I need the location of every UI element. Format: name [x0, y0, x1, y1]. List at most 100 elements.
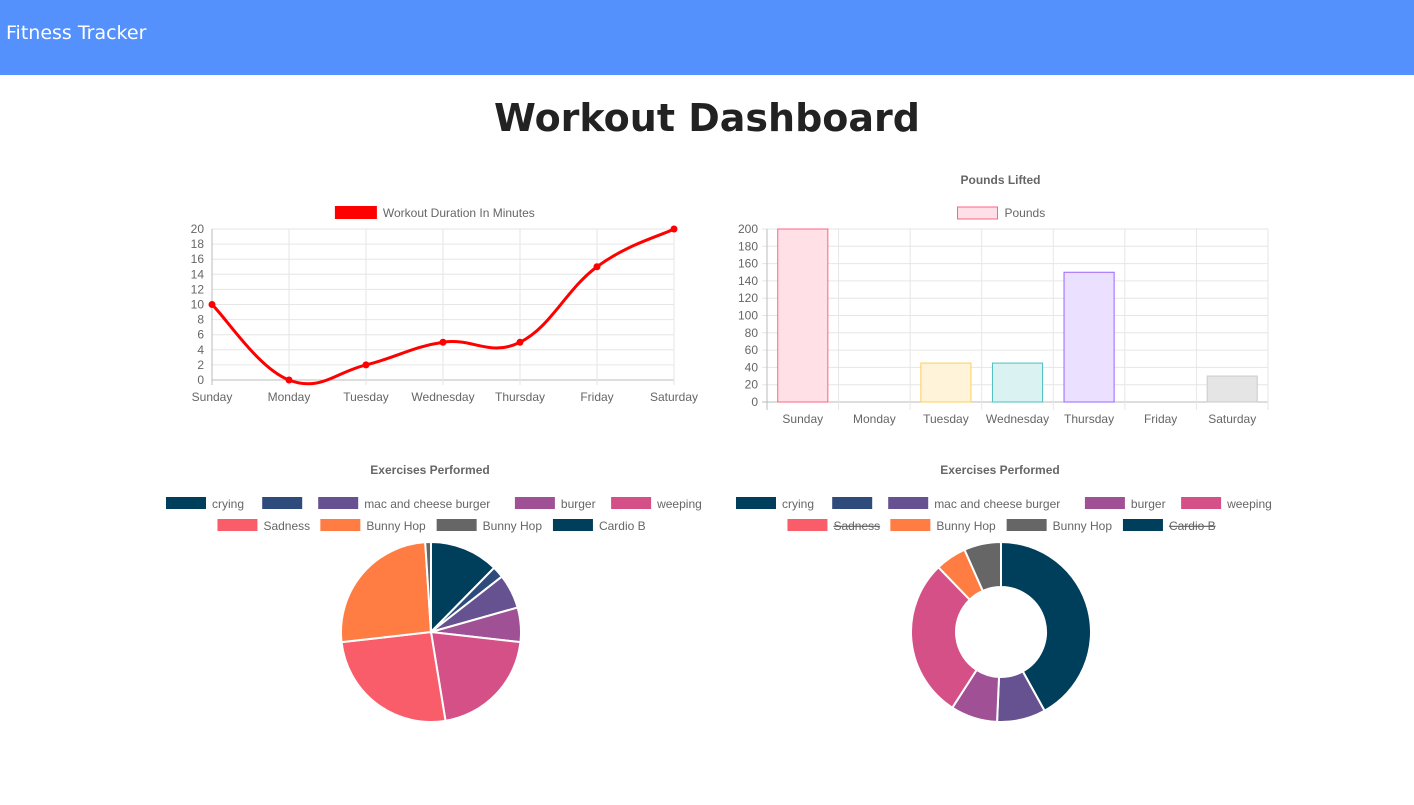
pounds-bar-chart: Pounds Lifted Pounds 0 20 40 60 80 100 120 140 160… [738, 173, 1269, 426]
legend-swatch [1122, 519, 1163, 531]
legend-label: burger [561, 497, 596, 511]
navbar: Fitness Tracker [0, 0, 1414, 75]
y-tick-label: 40 [745, 360, 759, 374]
legend-swatch [320, 519, 361, 531]
legend-label: Cardio B [599, 519, 646, 533]
legend-swatch [611, 497, 652, 509]
duration-point [670, 225, 678, 233]
legend-swatch [787, 519, 828, 531]
x-tick-label: Friday [1144, 412, 1177, 426]
slice-crying [1000, 540, 1092, 713]
exercises-doughnut-chart: Exercises Performed crying mac and cheese … [736, 463, 1272, 723]
y-tick-label: 140 [738, 274, 758, 288]
brand-link[interactable]: Fitness Tracker [6, 22, 147, 44]
x-tick-label: Monday [268, 390, 311, 404]
legend-label: Sadness [833, 519, 880, 533]
y-tick-label: 10 [191, 298, 205, 312]
duration-point [208, 301, 216, 308]
y-tick-label: 0 [197, 373, 204, 387]
x-tick-label: Thursday [495, 390, 545, 404]
x-tick-label: Thursday [1064, 412, 1114, 426]
y-tick-label: 12 [191, 282, 205, 296]
exercises-pie-chart: Exercises Performed crying mac and cheese … [166, 463, 702, 723]
chart-title: Exercises Performed [370, 463, 489, 477]
y-tick-label: 16 [191, 252, 205, 266]
y-tick-label: 0 [751, 395, 758, 409]
bar-tuesday [920, 362, 972, 403]
page-title: Workout Dashboard [494, 96, 920, 140]
chart-title: Pounds Lifted [961, 173, 1041, 187]
duration-point [516, 338, 524, 346]
legend-swatch [736, 497, 776, 509]
y-tick-label: 20 [191, 222, 205, 236]
legend-swatch [262, 497, 303, 509]
legend-swatch [436, 519, 477, 531]
y-tick-label: 180 [738, 239, 758, 253]
y-tick-label: 100 [738, 309, 758, 323]
legend-swatch [514, 497, 555, 509]
slice-bunny-hop [963, 540, 1002, 593]
bar-wednesday [991, 362, 1044, 403]
y-tick-label: 2 [197, 358, 204, 372]
duration-point [593, 263, 601, 271]
x-tick-label: Sunday [192, 390, 233, 404]
y-tick-label: 20 [745, 378, 759, 392]
legend-label: Bunny Hop [366, 519, 426, 533]
legend-label-duration: Workout Duration In Minutes [383, 206, 535, 220]
slice-bunny-hop [424, 540, 432, 633]
legend-swatch [1006, 519, 1047, 531]
y-tick-label: 160 [738, 257, 758, 271]
y-tick-label: 8 [197, 313, 204, 327]
x-tick-label: Sunday [782, 412, 823, 426]
y-tick-label: 6 [197, 328, 204, 342]
x-tick-label: Monday [853, 412, 896, 426]
legend-label: burger [1131, 497, 1166, 511]
legend-swatch [1181, 497, 1222, 509]
legend-swatch [552, 519, 593, 531]
y-tick-label: 4 [197, 343, 204, 357]
legend-swatch [166, 497, 206, 509]
bar-sunday [777, 228, 829, 403]
legend-label-pounds: Pounds [1005, 206, 1046, 220]
legend-label: Bunny Hop [1053, 519, 1113, 533]
x-tick-label: Wednesday [986, 412, 1049, 426]
legend-label: crying [212, 497, 244, 511]
legend-label: mac and cheese burger [364, 497, 490, 511]
legend-swatch [318, 497, 359, 509]
legend-swatch [832, 497, 873, 509]
legend-label: Sadness [263, 519, 310, 533]
legend-label: mac and cheese burger [934, 497, 1060, 511]
bar-saturday [1206, 375, 1258, 403]
legend-swatch [890, 519, 931, 531]
x-tick-label: Friday [580, 390, 613, 404]
duration-point [439, 338, 447, 346]
y-tick-label: 14 [191, 267, 205, 281]
x-tick-label: Tuesday [923, 412, 969, 426]
chart-title: Exercises Performed [940, 463, 1059, 477]
y-tick-label: 80 [745, 326, 759, 340]
legend-swatch-duration [334, 206, 377, 219]
legend-swatch-pounds [957, 206, 998, 220]
duration-point [285, 376, 293, 384]
legend-label: Cardio B [1169, 519, 1216, 533]
x-tick-label: Saturday [1208, 412, 1256, 426]
slice-sadness [340, 630, 447, 723]
legend-label: Bunny Hop [483, 519, 543, 533]
legend-label: weeping [1226, 497, 1272, 511]
slice-weeping [429, 630, 522, 722]
legend-swatch [217, 519, 258, 531]
x-tick-label: Saturday [650, 390, 698, 404]
legend-label: Bunny Hop [936, 519, 996, 533]
x-tick-label: Wednesday [411, 390, 474, 404]
slice-crying [430, 540, 496, 635]
x-tick-label: Tuesday [343, 390, 389, 404]
legend-swatch [1084, 497, 1125, 509]
y-tick-label: 60 [745, 343, 759, 357]
duration-point [362, 361, 370, 369]
slice-bunny-hop [340, 541, 433, 644]
y-tick-label: 120 [738, 291, 758, 305]
y-tick-label: 200 [738, 222, 758, 236]
y-tick-label: 18 [191, 237, 205, 251]
legend-swatch [888, 497, 929, 509]
